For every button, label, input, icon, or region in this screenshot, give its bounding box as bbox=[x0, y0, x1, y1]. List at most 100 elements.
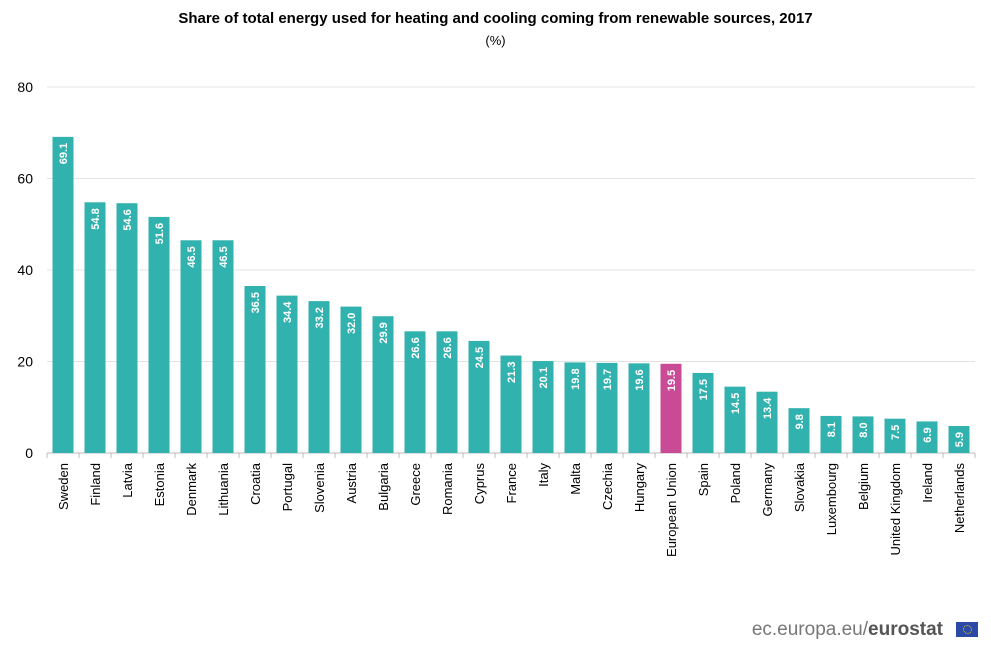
category-label: Estonia bbox=[152, 462, 167, 506]
data-label: 51.6 bbox=[154, 223, 166, 244]
category-label: European Union bbox=[664, 463, 679, 557]
category-label: Czechia bbox=[600, 462, 615, 510]
category-label: Netherlands bbox=[952, 463, 967, 534]
y-tick-label: 20 bbox=[17, 354, 33, 370]
category-label: Germany bbox=[760, 463, 775, 517]
data-label: 33.2 bbox=[314, 307, 326, 328]
data-label: 54.8 bbox=[90, 208, 102, 229]
category-label: Denmark bbox=[184, 463, 199, 516]
category-label: Ireland bbox=[920, 463, 935, 503]
bar bbox=[244, 286, 266, 453]
bar bbox=[212, 240, 234, 453]
bar bbox=[532, 361, 554, 453]
bar bbox=[148, 216, 170, 453]
category-label: Portugal bbox=[280, 463, 295, 512]
bar bbox=[852, 416, 874, 453]
bar bbox=[820, 415, 842, 453]
category-label: United Kingdom bbox=[888, 463, 903, 556]
data-label: 19.8 bbox=[570, 368, 582, 389]
eu-flag-icon bbox=[956, 622, 978, 637]
category-label: Romania bbox=[440, 462, 455, 515]
data-label: 19.5 bbox=[666, 370, 678, 391]
data-label: 14.5 bbox=[730, 393, 742, 414]
data-label: 46.5 bbox=[218, 246, 230, 267]
data-label: 36.5 bbox=[250, 292, 262, 313]
y-tick-label: 80 bbox=[17, 79, 33, 95]
y-tick-label: 0 bbox=[25, 445, 33, 461]
chart-subtitle: (%) bbox=[485, 33, 506, 48]
data-label: 32.0 bbox=[346, 313, 358, 334]
bar bbox=[180, 240, 202, 453]
data-label: 17.5 bbox=[698, 379, 710, 400]
data-label: 29.9 bbox=[378, 322, 390, 343]
bar bbox=[660, 363, 682, 453]
eurostat-logo: ec.europa.eu/eurostat bbox=[752, 619, 943, 641]
category-label: Finland bbox=[88, 463, 103, 506]
data-label: 8.0 bbox=[858, 422, 870, 437]
category-label: Malta bbox=[568, 462, 583, 495]
bar bbox=[372, 316, 394, 453]
data-label: 20.1 bbox=[538, 367, 550, 388]
bar bbox=[756, 391, 778, 453]
category-label: Austria bbox=[344, 462, 359, 503]
footer-brand: eurostat bbox=[868, 619, 943, 640]
bar bbox=[596, 362, 618, 453]
data-label: 21.3 bbox=[506, 362, 518, 383]
data-label: 26.6 bbox=[442, 337, 454, 358]
data-label: 24.5 bbox=[474, 347, 486, 368]
data-label: 54.6 bbox=[122, 209, 134, 230]
data-label: 19.6 bbox=[634, 369, 646, 390]
category-label: Cyprus bbox=[472, 463, 487, 505]
data-label: 5.9 bbox=[954, 432, 966, 447]
category-label: Belgium bbox=[856, 463, 871, 510]
data-label: 6.9 bbox=[922, 427, 934, 442]
category-label: Italy bbox=[536, 463, 551, 487]
bar bbox=[628, 363, 650, 453]
bar bbox=[948, 426, 970, 453]
category-label: Sweden bbox=[56, 463, 71, 510]
data-label: 34.4 bbox=[282, 301, 294, 323]
bar bbox=[116, 203, 138, 453]
bar bbox=[52, 136, 74, 453]
category-label: France bbox=[504, 463, 519, 503]
data-label: 19.7 bbox=[602, 369, 614, 390]
bar bbox=[788, 408, 810, 453]
category-label: Hungary bbox=[632, 463, 647, 513]
category-label: Croatia bbox=[248, 462, 263, 505]
bar bbox=[468, 340, 490, 453]
bar bbox=[916, 421, 938, 453]
footer-site: ec.europa.eu/ bbox=[751, 619, 869, 640]
category-label: Poland bbox=[728, 463, 743, 503]
chart-title: Share of total energy used for heating a… bbox=[178, 10, 813, 27]
data-label: 13.4 bbox=[762, 397, 774, 419]
y-tick-label: 60 bbox=[17, 171, 33, 187]
category-label: Lithuania bbox=[216, 462, 231, 516]
category-label: Slovenia bbox=[312, 462, 327, 513]
bar bbox=[276, 295, 298, 453]
category-label: Spain bbox=[696, 463, 711, 496]
bar bbox=[436, 331, 458, 453]
data-label: 9.8 bbox=[794, 414, 806, 429]
category-label: Slovakia bbox=[792, 462, 807, 512]
y-tick-label: 40 bbox=[17, 262, 33, 278]
bar bbox=[500, 355, 522, 453]
bar bbox=[884, 418, 906, 453]
data-label: 26.6 bbox=[410, 337, 422, 358]
bar bbox=[308, 301, 330, 453]
category-label: Greece bbox=[408, 463, 423, 506]
bar bbox=[692, 372, 714, 453]
bar bbox=[404, 331, 426, 453]
data-label: 46.5 bbox=[186, 246, 198, 267]
category-label: Luxembourg bbox=[824, 463, 839, 535]
data-label: 8.1 bbox=[826, 422, 838, 437]
bar bbox=[564, 362, 586, 453]
data-label: 69.1 bbox=[58, 143, 70, 164]
category-label: Latvia bbox=[120, 462, 135, 497]
data-label: 7.5 bbox=[890, 425, 902, 440]
bar bbox=[340, 306, 362, 453]
category-label: Bulgaria bbox=[376, 462, 391, 510]
bar bbox=[724, 386, 746, 453]
bar bbox=[84, 202, 106, 453]
